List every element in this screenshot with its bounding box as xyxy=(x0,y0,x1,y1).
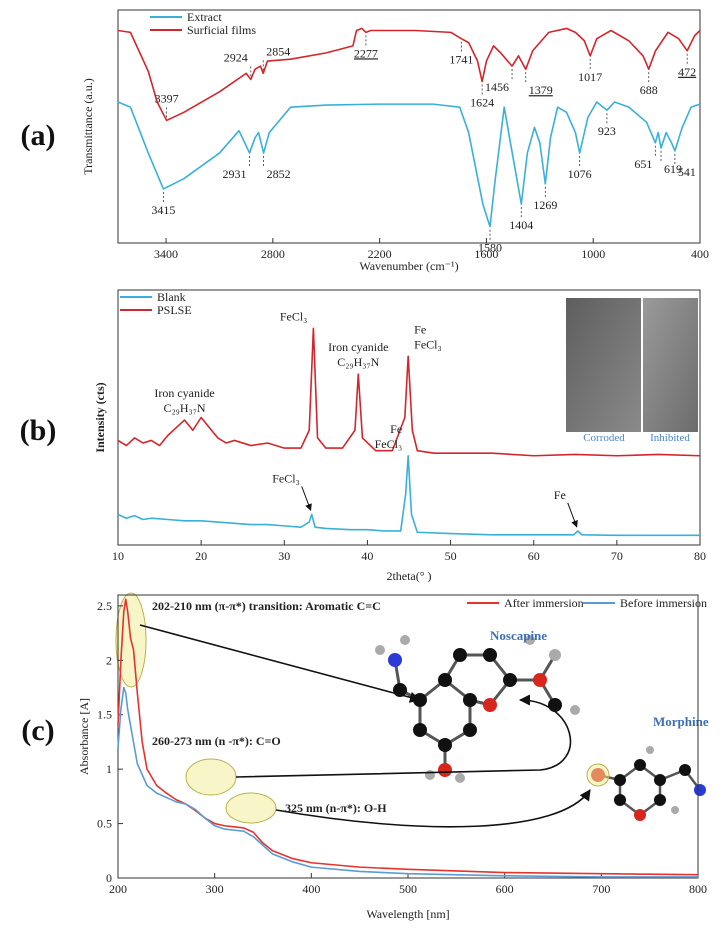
legend-label: Surficial films xyxy=(187,23,256,37)
x-tick-label: 30 xyxy=(278,549,290,563)
annotation-arrow xyxy=(567,502,578,528)
x-tick-label: 2800 xyxy=(261,247,285,261)
peak-label: 923 xyxy=(598,124,616,138)
annotation: FeCl₃ xyxy=(280,309,308,323)
highlights xyxy=(115,592,277,824)
legend-label: PSLSE xyxy=(157,303,192,317)
x-tick-label: 600 xyxy=(496,882,514,896)
peak-label: 1017 xyxy=(578,70,602,84)
legend-label: After immersion xyxy=(504,596,584,610)
annotation: C₂₉H₃₇N xyxy=(337,355,379,369)
peak-label: 1379 xyxy=(529,83,553,97)
peak-label: 3415 xyxy=(151,203,175,217)
x-tick-label: 200 xyxy=(109,882,127,896)
peak-label: 1456 xyxy=(485,80,509,94)
x-tick-label: 20 xyxy=(195,549,207,563)
inset-photo xyxy=(643,298,698,432)
x-tick-label: 700 xyxy=(592,882,610,896)
annotation: FeCl₃ xyxy=(272,471,300,485)
peak-label: 2852 xyxy=(267,167,291,181)
x-tick-label: 3400 xyxy=(154,247,178,261)
panel-label: (a) xyxy=(21,119,56,152)
series-line xyxy=(117,454,700,537)
noscapine-molecule xyxy=(393,653,557,770)
peak-label: 2931 xyxy=(223,167,247,181)
morphine-atoms xyxy=(586,746,706,821)
inset-photo xyxy=(566,298,641,432)
annotation: FeCl₃ xyxy=(414,337,442,351)
x-tick-label: 1600 xyxy=(474,247,498,261)
x-axis-label: Wavelength [nm] xyxy=(366,907,449,921)
peak-label: 688 xyxy=(640,83,658,97)
x-tick-label: 70 xyxy=(611,549,623,563)
inset-label: Inhibited xyxy=(650,432,690,444)
y-axis-label: Intensity (cts) xyxy=(93,382,107,452)
x-tick-label: 300 xyxy=(206,882,224,896)
series-line xyxy=(117,101,701,228)
peak-label: 651 xyxy=(634,157,652,171)
y-tick-label: 1 xyxy=(106,762,112,776)
series-line xyxy=(117,27,701,122)
legend-label: Blank xyxy=(157,290,186,304)
y-tick-label: 1.5 xyxy=(97,708,112,722)
y-axis-label: Absorbance [A] xyxy=(77,698,91,775)
annotation: Iron cyanide xyxy=(328,340,388,354)
x-axis-label: Wavenumber (cm⁻¹) xyxy=(359,259,458,273)
annotation: Iron cyanide xyxy=(154,386,214,400)
peak-label: 472 xyxy=(678,65,696,79)
x-tick-label: 400 xyxy=(302,882,320,896)
x-tick-label: 80 xyxy=(694,549,706,563)
peak-label: 1269 xyxy=(533,198,557,212)
annotation: 260-273 nm (n -π*): C=O xyxy=(152,734,281,748)
annotation: Fe xyxy=(414,322,426,336)
plot-frame xyxy=(117,9,701,244)
annotation: Fe xyxy=(554,488,566,502)
panel-label: (b) xyxy=(20,414,57,447)
noscapine-atoms xyxy=(375,635,580,783)
y-tick-label: 0.5 xyxy=(97,817,112,831)
x-tick-label: 800 xyxy=(689,882,707,896)
annotation: 202-210 nm (π-π*) transition: Aromatic C… xyxy=(152,599,381,613)
y-axis-label: Transmittance (a.u.) xyxy=(81,78,95,175)
annotation: FeCl₃ xyxy=(375,437,403,451)
x-tick-label: 50 xyxy=(445,549,457,563)
x-axis-label: 2theta(° ) xyxy=(386,569,431,583)
peak-label: 2277 xyxy=(354,46,378,60)
series-line xyxy=(117,686,698,878)
peak-label: 2924 xyxy=(224,50,248,64)
peak-label: 1624 xyxy=(470,96,494,110)
inset-label: Corroded xyxy=(583,432,625,444)
plot-frame xyxy=(117,289,701,546)
legend-label: Before immersion xyxy=(620,596,707,610)
annotation: Noscapine xyxy=(490,628,547,643)
series-line xyxy=(117,327,701,457)
x-tick-label: 400 xyxy=(691,247,709,261)
peak-label: 1404 xyxy=(509,218,533,232)
annotation: C₂₉H₃₇N xyxy=(163,401,205,415)
annotation: 325 nm (n-π*): O-H xyxy=(285,801,387,815)
y-tick-label: 2.5 xyxy=(97,599,112,613)
y-tick-label: 2 xyxy=(106,653,112,667)
peak-label: 2854 xyxy=(266,44,290,58)
legend-label: Extract xyxy=(187,10,222,24)
annotation-arrow xyxy=(301,486,312,512)
annotation: Morphine xyxy=(653,714,709,729)
peak-label: 541 xyxy=(678,165,696,179)
peak-label: 1076 xyxy=(568,167,592,181)
y-tick-label: 0 xyxy=(106,871,112,885)
x-tick-label: 10 xyxy=(112,549,124,563)
x-tick-label: 500 xyxy=(399,882,417,896)
x-tick-label: 40 xyxy=(361,549,373,563)
annotation: Fe xyxy=(390,422,402,436)
x-tick-label: 1000 xyxy=(581,247,605,261)
peak-label: 619 xyxy=(664,162,682,176)
peak-label: 1741 xyxy=(449,53,473,67)
peak-label: 1580 xyxy=(478,241,502,255)
peak-label: 3397 xyxy=(155,91,179,105)
panel-label: (c) xyxy=(21,714,54,747)
x-tick-label: 2200 xyxy=(368,247,392,261)
arrows xyxy=(139,624,591,828)
x-tick-label: 60 xyxy=(528,549,540,563)
